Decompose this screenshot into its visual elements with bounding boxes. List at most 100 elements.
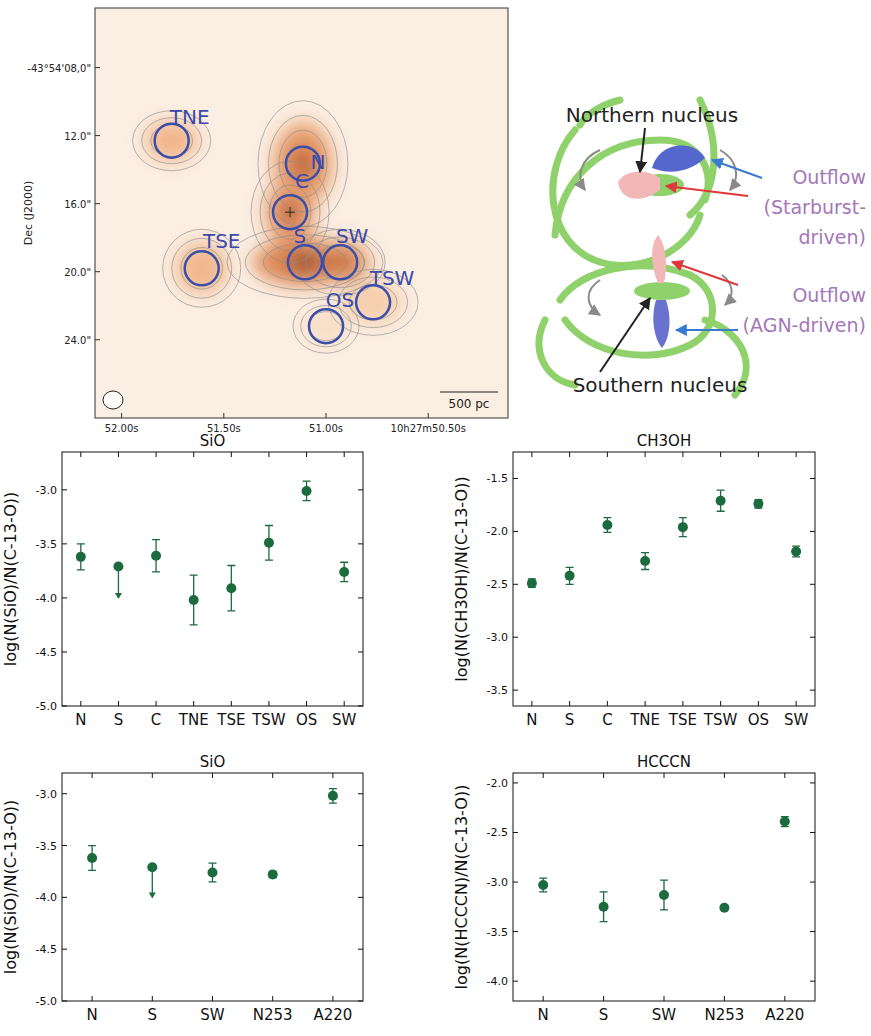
- y-tick: [358, 651, 363, 652]
- y-tick-label: -3.0: [487, 876, 508, 889]
- x-tick: [682, 452, 683, 457]
- data-marks: [527, 490, 801, 588]
- map-ytick-label: -43°54'08,0": [27, 63, 91, 74]
- pointer-arrow: [666, 186, 748, 196]
- y-tick: [62, 949, 67, 950]
- plot-frame: [62, 773, 363, 1001]
- data-point: [339, 567, 349, 577]
- error-bar: [641, 553, 649, 570]
- x-tick: [645, 452, 646, 457]
- y-tick-label: -4.0: [487, 975, 508, 988]
- y-tick: [358, 845, 363, 846]
- chart-title: SiO: [200, 432, 226, 450]
- x-tick: [784, 773, 785, 778]
- x-tick: [543, 996, 544, 1001]
- y-tick-label: -3.0: [36, 788, 57, 801]
- outflow-label: (AGN-driven): [743, 314, 866, 336]
- map-ytick: [95, 339, 100, 340]
- region-aperture: [356, 285, 390, 319]
- outflow-lobe-pink: [652, 235, 666, 283]
- data-point: [302, 486, 312, 496]
- y-tick: [810, 882, 815, 883]
- spiral-arm: [560, 266, 690, 300]
- data-point: [208, 867, 218, 877]
- y-axis-label: log(N(CH3OH)/N(C-13-O)): [452, 476, 471, 681]
- x-tick: [664, 773, 665, 778]
- x-tick: [344, 701, 345, 706]
- plot-area: [62, 452, 363, 706]
- x-tick: [543, 773, 544, 778]
- map-xtick: [428, 413, 429, 418]
- y-tick: [513, 478, 518, 479]
- error-bar: [152, 540, 160, 572]
- x-tick: [758, 452, 759, 457]
- chart-title: HCCCN: [637, 753, 691, 771]
- x-tick: [156, 701, 157, 706]
- map-xtick-label: 51.00s: [309, 423, 343, 434]
- x-tick: [231, 701, 232, 706]
- map-ytick-label: 20.0": [64, 267, 91, 278]
- map-xtick-label: 10h27m50.50s: [391, 423, 466, 434]
- plot-frame: [513, 773, 815, 1001]
- outflow-label: (Starburst-: [764, 196, 867, 218]
- error-bar: [88, 846, 96, 871]
- pointer-arrow: [672, 262, 738, 285]
- pointer-arrow: [600, 298, 650, 372]
- outflow-lobe-blue: [652, 146, 705, 172]
- x-tick-label: OS: [296, 711, 317, 729]
- error-bar: [792, 546, 800, 557]
- error-bar: [340, 562, 348, 581]
- x-tick-label: C: [602, 711, 612, 729]
- y-axis-label: log(N(SiO)/N(C-13-O)): [1, 492, 20, 666]
- pointer-arrow: [640, 128, 645, 172]
- y-tick: [62, 897, 67, 898]
- x-tick: [152, 773, 153, 778]
- map-xtick: [326, 413, 327, 418]
- x-tick: [796, 452, 797, 457]
- y-tick-label: -2.5: [487, 826, 508, 839]
- figure: TNENCSSWTSETSWOS500 pc-43°54'08,0"12.0"1…: [0, 0, 871, 1036]
- y-tick: [62, 597, 67, 598]
- y-tick: [358, 793, 363, 794]
- x-tick: [724, 996, 725, 1001]
- y-tick: [513, 584, 518, 585]
- x-tick-label: S: [599, 1006, 609, 1024]
- rotation-arrow: [580, 150, 600, 190]
- y-tick-label: -2.0: [487, 525, 508, 538]
- y-tick: [810, 584, 815, 585]
- x-tick: [231, 452, 232, 457]
- x-tick: [118, 701, 119, 706]
- error-bar: [600, 892, 608, 922]
- x-tick-label: SW: [200, 1006, 225, 1024]
- map-ytick: [95, 203, 100, 204]
- error-bar: [329, 789, 337, 804]
- data-marks: [76, 481, 349, 625]
- map-xtick: [223, 413, 224, 418]
- data-point: [640, 556, 650, 566]
- x-tick: [531, 701, 532, 706]
- y-tick: [513, 832, 518, 833]
- region-label: TSW: [369, 266, 415, 290]
- x-tick-label: SW: [332, 711, 357, 729]
- y-tick-label: -5.0: [36, 700, 57, 713]
- data-marks: [538, 817, 790, 922]
- y-tick: [358, 897, 363, 898]
- map-ytick: [95, 67, 100, 68]
- x-tick: [268, 452, 269, 457]
- diagram-label: Northern nucleus: [566, 103, 738, 127]
- emission: [146, 121, 403, 344]
- error-bar: [265, 525, 273, 560]
- y-tick: [513, 931, 518, 932]
- y-tick-label: -4.5: [36, 943, 57, 956]
- y-tick: [810, 478, 815, 479]
- y-tick-label: -3.0: [487, 631, 508, 644]
- data-point: [328, 791, 338, 801]
- x-tick-label: TNE: [178, 711, 209, 729]
- error-bar: [227, 565, 235, 610]
- plot-area: [513, 452, 815, 706]
- center-cross: [285, 207, 295, 217]
- y-tick: [513, 882, 518, 883]
- map-ytick-label: 24.0": [64, 335, 91, 346]
- pointer-arrow: [712, 160, 762, 178]
- x-tick-label: A220: [313, 1006, 352, 1024]
